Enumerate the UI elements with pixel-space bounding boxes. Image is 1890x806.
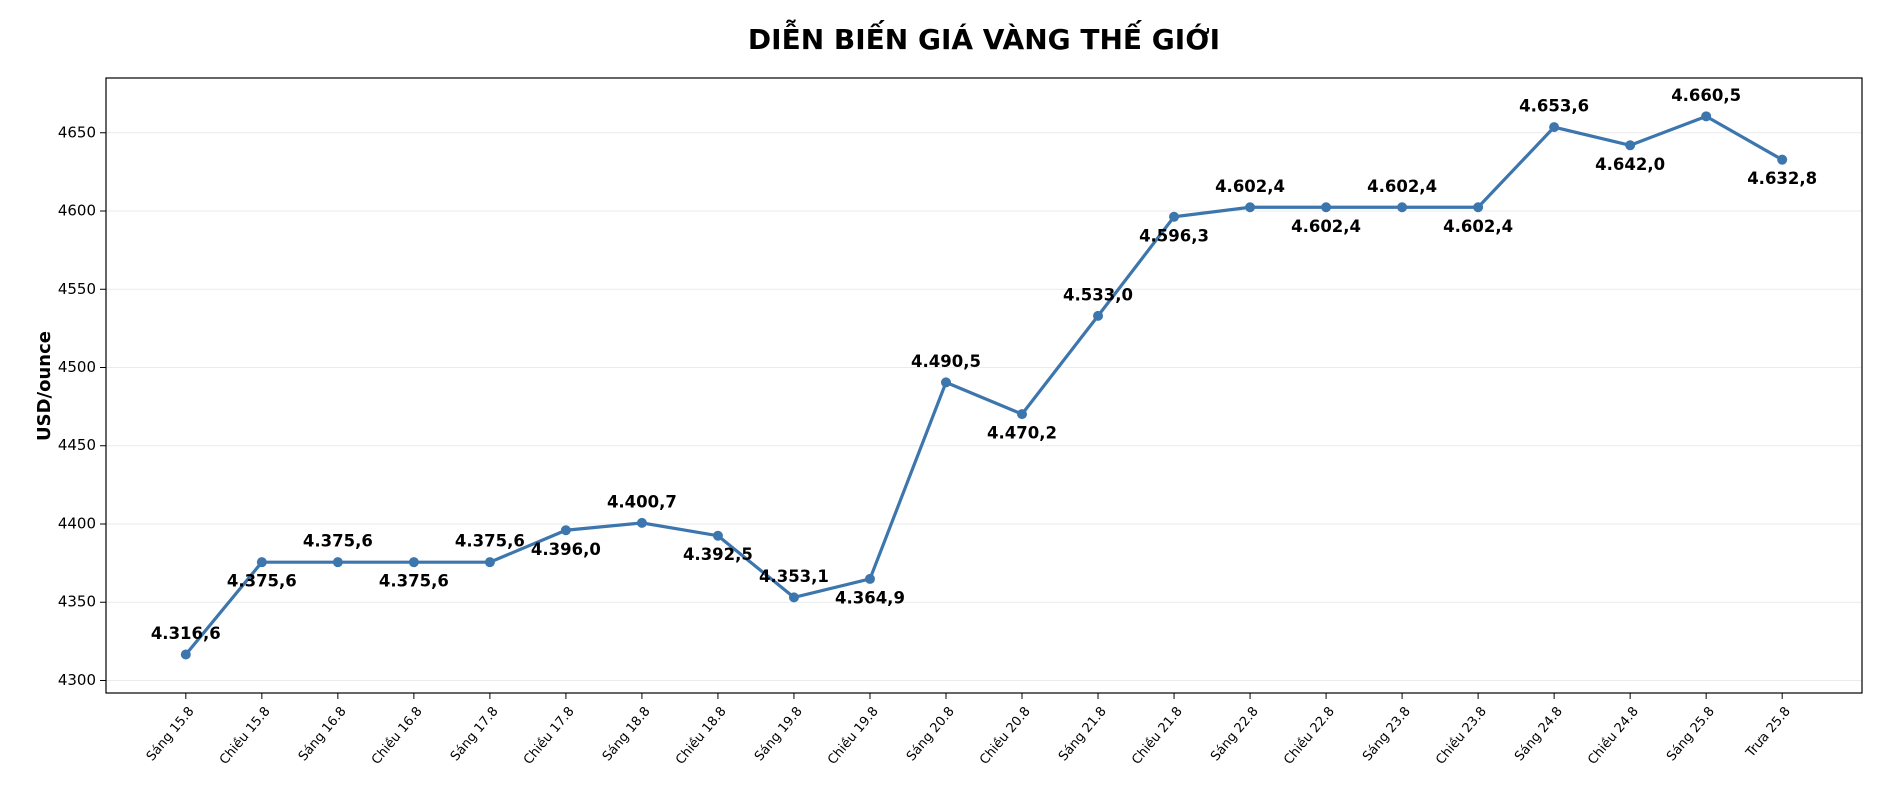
chart-title: DIỄN BIẾN GIÁ VÀNG THẾ GIỚI	[748, 18, 1220, 56]
y-tick-label: 4450	[58, 436, 96, 454]
point	[1777, 154, 1788, 165]
value-label: 4.364,9	[835, 588, 905, 607]
value-label: 4.653,6	[1519, 97, 1589, 116]
value-label: 4.642,0	[1595, 155, 1665, 174]
value-label: 4.596,3	[1139, 226, 1209, 245]
value-label: 4.392,5	[683, 545, 753, 564]
point	[1017, 409, 1028, 420]
value-label: 4.375,6	[303, 532, 373, 551]
value-label: 4.316,6	[151, 624, 221, 643]
value-label: 4.396,0	[531, 540, 601, 559]
value-label: 4.660,5	[1671, 86, 1741, 105]
point	[484, 557, 495, 568]
value-label: 4.602,4	[1215, 177, 1285, 196]
y-tick-label: 4350	[58, 593, 96, 611]
point	[1245, 202, 1256, 213]
point	[1701, 111, 1712, 122]
y-tick-label: 4600	[58, 202, 96, 220]
value-label: 4.602,4	[1367, 177, 1437, 196]
value-label: 4.533,0	[1063, 285, 1133, 304]
point	[332, 557, 343, 568]
value-label: 4.375,6	[379, 572, 449, 591]
point	[560, 525, 571, 536]
value-label: 4.470,2	[987, 424, 1057, 443]
point	[788, 592, 799, 603]
plot-frame	[105, 77, 1863, 694]
point	[1169, 211, 1180, 222]
y-tick-label: 4500	[58, 358, 96, 376]
value-label: 4.375,6	[455, 532, 525, 551]
point	[1473, 202, 1484, 213]
point	[1093, 310, 1104, 321]
y-tick-label: 4300	[58, 671, 96, 689]
value-label: 4.490,5	[911, 352, 981, 371]
point	[1397, 202, 1408, 213]
point	[712, 530, 723, 541]
point	[180, 649, 191, 660]
y-tick-label: 4650	[58, 123, 96, 141]
point	[636, 517, 647, 528]
value-label: 4.353,1	[759, 567, 829, 586]
value-label: 4.375,6	[227, 572, 297, 591]
point	[408, 557, 419, 568]
point	[1625, 140, 1636, 151]
point	[256, 557, 267, 568]
value-label: 4.632,8	[1747, 169, 1817, 188]
line	[184, 114, 1783, 656]
point	[1549, 122, 1560, 133]
y-tick-label: 4550	[58, 280, 96, 298]
y-tick-label: 4400	[58, 514, 96, 532]
value-label: 4.400,7	[607, 492, 677, 511]
y-axis-label: USD/ounce	[34, 331, 55, 441]
value-label: 4.602,4	[1443, 217, 1513, 236]
point	[864, 573, 875, 584]
point	[940, 377, 951, 388]
value-label: 4.602,4	[1291, 217, 1361, 236]
point	[1321, 202, 1332, 213]
